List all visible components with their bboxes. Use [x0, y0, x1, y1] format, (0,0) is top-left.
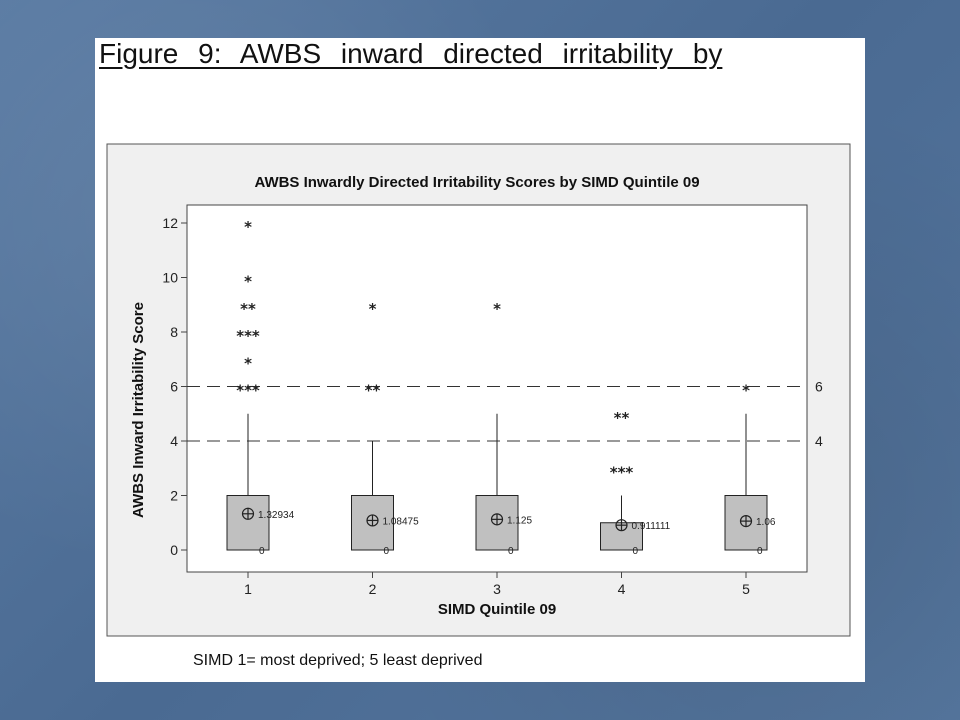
x-tick-label: 5	[742, 581, 750, 597]
y-tick-label: 6	[170, 379, 178, 395]
outlier-marker: *	[244, 218, 252, 236]
x-tick-label: 4	[618, 581, 626, 597]
outlier-marker: *	[244, 273, 252, 291]
mean-label: 0.911111	[632, 521, 671, 532]
chart-title: AWBS Inwardly Directed Irritability Scor…	[254, 174, 699, 191]
y-tick-label: 8	[170, 324, 178, 340]
box	[226, 495, 270, 551]
y-axis-title: AWBS Inward Irritability Score	[130, 302, 147, 518]
outlier-marker: ***	[236, 327, 260, 345]
reference-line-label: 4	[815, 433, 823, 449]
median-label: 0	[508, 546, 514, 557]
y-tick-label: 4	[170, 433, 178, 449]
outlier-marker: **	[240, 300, 256, 318]
x-tick-label: 2	[369, 581, 377, 597]
mean-label: 1.125	[507, 515, 532, 526]
outlier-marker: *	[742, 382, 750, 400]
mean-label: 1.32934	[258, 510, 295, 521]
figure-heading: Figure 9: AWBS inward directed irritabil…	[99, 38, 723, 69]
chart-caption: SIMD 1= most deprived; 5 least deprived	[193, 652, 483, 669]
x-tick-label: 3	[493, 581, 501, 597]
mean-label: 1.06	[756, 517, 776, 528]
x-axis-title: SIMD Quintile 09	[438, 601, 556, 618]
median-label: 0	[757, 546, 763, 557]
outlier-marker: *	[369, 300, 377, 318]
median-label: 0	[384, 546, 390, 557]
y-tick-label: 0	[170, 542, 178, 558]
slide-panel: Figure 9: AWBS inward directed irritabil…	[95, 38, 865, 682]
outlier-marker: *	[244, 354, 252, 372]
x-tick-label: 1	[244, 581, 252, 597]
box-plot-chart: AWBS Inwardly Directed Irritability Scor…	[106, 143, 851, 637]
outlier-marker: **	[365, 382, 381, 400]
median-label: 0	[633, 546, 639, 557]
reference-line-label: 6	[815, 379, 823, 395]
mean-label: 1.08475	[383, 516, 420, 527]
outlier-marker: ***	[610, 463, 634, 481]
outlier-marker: ***	[236, 382, 260, 400]
median-label: 0	[259, 546, 265, 557]
outlier-marker: *	[493, 300, 501, 318]
outlier-marker: **	[614, 409, 630, 427]
y-tick-label: 2	[170, 488, 178, 504]
y-tick-label: 12	[162, 215, 178, 231]
y-tick-label: 10	[162, 270, 178, 286]
